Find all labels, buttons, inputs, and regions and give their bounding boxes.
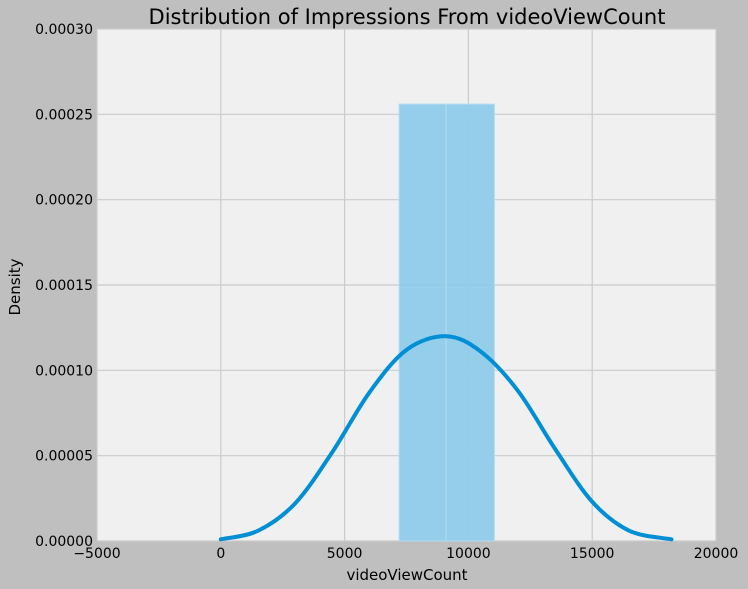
y-tick-label: 0.00015 [35,278,93,294]
x-axis-label: videoViewCount [346,566,467,584]
y-tick-label: 0.00020 [35,193,93,209]
x-tick-label: 5000 [327,546,363,562]
x-tick-labels: −5000 0 5000 10000 15000 20000 [73,546,738,562]
x-tick-label: 10000 [446,546,491,562]
histogram-bar [445,103,495,542]
chart-title: Distribution of Impressions From videoVi… [149,5,666,29]
y-tick-label: 0.00025 [35,107,93,123]
y-tick-label: 0.00000 [35,534,93,550]
y-tick-label: 0.00010 [35,363,93,379]
x-tick-label: 20000 [694,546,739,562]
y-tick-label: 0.00005 [35,449,93,465]
y-tick-label: 0.00030 [35,22,93,38]
x-tick-label: 0 [216,546,225,562]
histogram-bars [398,103,495,542]
y-tick-labels: 0.00000 0.00005 0.00010 0.00015 0.00020 0.000… [35,22,93,550]
x-tick-label: 15000 [570,546,615,562]
histogram-bar [398,103,447,542]
y-axis-label: Density [6,258,24,315]
x-tick-label: −5000 [73,546,120,562]
kde-curve [218,334,674,542]
